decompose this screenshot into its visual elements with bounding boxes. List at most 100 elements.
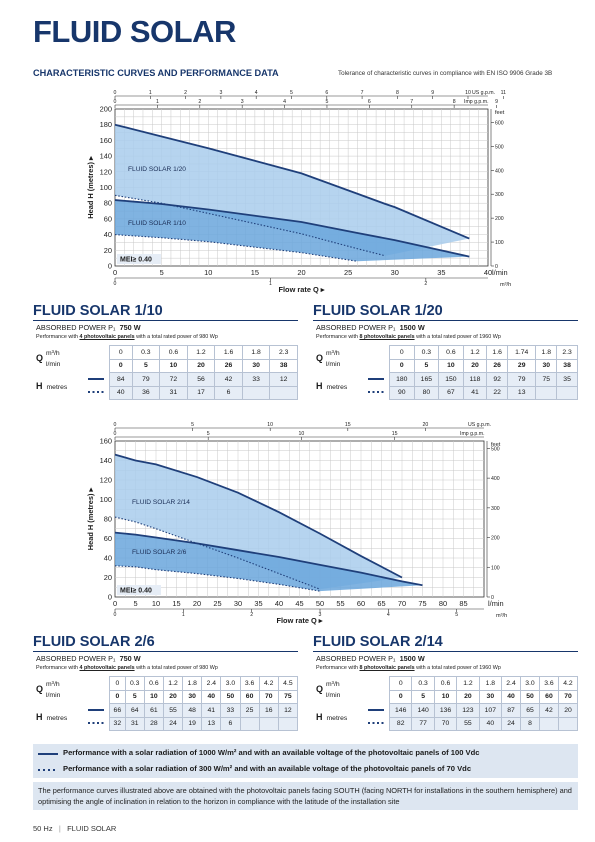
m3h-tick-label: 0 [114, 612, 117, 618]
cell-m3h: 4.5 [277, 676, 299, 691]
cell-lmin: 50 [520, 689, 540, 704]
cell-head-solid: 72 [159, 372, 188, 387]
m3h-tick-label: 0 [114, 281, 117, 287]
us-gpm-unit-label: US g.p.m. [472, 90, 495, 96]
x-axis-title: Flow rate Q ▸ [276, 616, 322, 625]
cell-lmin: 30 [182, 689, 203, 704]
cell-head-dotted: 77 [411, 716, 435, 731]
cell-head-solid: 12 [277, 703, 299, 718]
solid-line-icon [364, 704, 390, 718]
x-tick-label: 10 [152, 599, 160, 608]
cell-head-dotted: 31 [124, 716, 145, 731]
cell-head-dotted: 40 [478, 716, 503, 731]
cell-m3h: 4.2 [258, 676, 279, 691]
y-tick-label: 140 [100, 152, 112, 161]
x-tick-label: 35 [437, 268, 445, 277]
curve-label: FLUID SOLAR 1/10 [128, 220, 186, 227]
cell-m3h: 0.6 [159, 345, 188, 360]
cell-m3h: 3.0 [520, 676, 540, 691]
q-units: m³/h l/min [46, 679, 60, 701]
cell-m3h: 3.0 [220, 676, 241, 691]
cell-head-dotted: 22 [486, 385, 509, 400]
y-tick-label: 20 [104, 573, 112, 582]
m3h-tick-label: 2 [250, 612, 253, 618]
imp-gpm-tick-label: 3 [241, 99, 244, 105]
spacer [84, 677, 110, 704]
cell-head-solid: 33 [220, 703, 241, 718]
divider [313, 320, 578, 321]
cell-head-dotted: 13 [201, 716, 222, 731]
x-tick-label: 40 [484, 268, 492, 277]
imp-gpm-tick-label: 2 [198, 99, 201, 105]
feet-tick-label: 300 [495, 192, 504, 198]
cell-m3h: 1.2 [162, 676, 184, 691]
us-gpm-tick-label: 8 [396, 90, 399, 96]
x-tick-label: 20 [193, 599, 201, 608]
feet-tick-label: 100 [491, 565, 500, 571]
imp-gpm-tick-label: 5 [207, 431, 210, 437]
q-units: m³/h l/min [326, 679, 340, 701]
section-title: CHARACTERISTIC CURVES AND PERFORMANCE DA… [33, 68, 279, 78]
cell-lmin: 0 [109, 689, 126, 704]
x-tick-label: 70 [398, 599, 406, 608]
cell-m3h: 4.2 [557, 676, 579, 691]
cell-head-solid: 33 [241, 372, 271, 387]
cell-m3h: 1.8 [535, 345, 558, 360]
unit-m3h: m³/h [326, 681, 340, 688]
cell-m3h: 1.8 [478, 676, 503, 691]
dotted-line-icon [84, 717, 110, 731]
cell-lmin: 30 [535, 358, 558, 373]
cell-head-dotted: 36 [131, 385, 161, 400]
x-tick-label: 0 [113, 268, 117, 277]
cell-m3h: 2.4 [501, 676, 521, 691]
m3h-unit-label: m³/h [500, 282, 511, 288]
cell-head-dotted: 70 [433, 716, 458, 731]
cell-head-solid: 16 [258, 703, 279, 718]
solid-line-icon [38, 753, 58, 755]
table-row: 40 36 31 17 6 [33, 385, 298, 400]
cell-lmin: 5 [413, 358, 440, 373]
x-tick-label: 30 [234, 599, 242, 608]
x-tick-label: 55 [336, 599, 344, 608]
us-gpm-tick-label: 7 [361, 90, 364, 96]
us-gpm-tick-label: 5 [191, 422, 194, 428]
cell-m3h: 0.3 [413, 345, 440, 360]
imp-gpm-tick-label: 4 [283, 99, 286, 105]
cell-head-solid: 41 [201, 703, 222, 718]
us-gpm-tick-label: 0 [114, 422, 117, 428]
cell-head-dotted: 19 [182, 716, 203, 731]
mei-label: MEI≥ 0.40 [120, 588, 152, 595]
cell-m3h: 1.2 [186, 345, 216, 360]
q-units: m³/h l/min [46, 348, 60, 370]
imp-gpm-tick-label: 5 [326, 99, 329, 105]
table-title-1-10: FLUID SOLAR 1/10 [33, 303, 163, 319]
cell-lmin: 75 [277, 689, 299, 704]
solid-line-icon [84, 373, 110, 387]
cell-lmin: 5 [124, 689, 145, 704]
x-tick-label: 75 [418, 599, 426, 608]
divider [33, 320, 298, 321]
y-tick-label: 60 [104, 534, 112, 543]
cell-head-solid: 25 [239, 703, 260, 718]
m3h-tick-label: 1 [269, 281, 272, 287]
cell-lmin: 20 [462, 358, 488, 373]
cell-head-dotted: 82 [388, 716, 413, 731]
table-title-2-6: FLUID SOLAR 2/6 [33, 634, 155, 650]
cell-m3h: 1.6 [214, 345, 243, 360]
operating-area-fill [115, 200, 470, 262]
cell-m3h: 1.2 [462, 345, 488, 360]
cell-head-solid: 64 [124, 703, 145, 718]
feet-tick-label: 600 [495, 120, 504, 126]
feet-tick-label: 0 [491, 595, 494, 601]
us-gpm-tick-label: 10 [267, 422, 273, 428]
cell-lmin: 0 [109, 358, 133, 373]
series-line [114, 453, 403, 579]
y-tick-label: 0 [108, 593, 112, 602]
x-tick-label: 15 [172, 599, 180, 608]
cell-m3h: 1.8 [182, 676, 203, 691]
